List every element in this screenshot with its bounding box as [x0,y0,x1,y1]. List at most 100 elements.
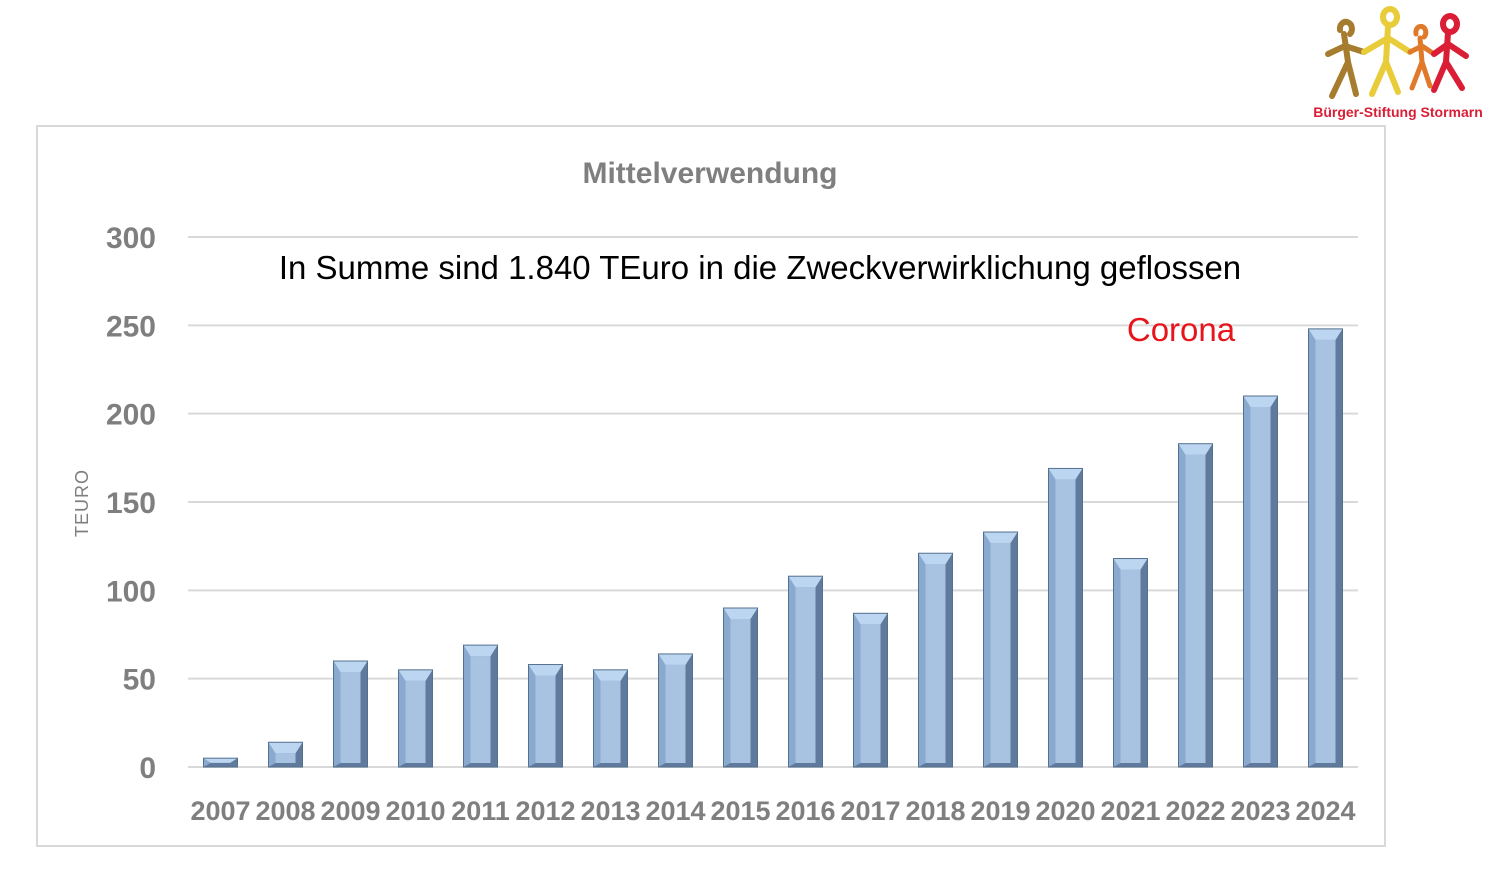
bar-top [723,608,758,619]
x-tick-layer: 2007 2008 2009 2010 2011 2012 2013 2014 2015 2016… [190,796,1355,826]
bar [658,653,693,768]
bar [593,669,628,768]
bar [203,757,238,768]
x-tick-label: 2020 [1035,796,1095,826]
bar-outline [1113,558,1148,768]
bar-outline [398,669,433,768]
bar [398,669,433,768]
chart-frame [36,125,1386,847]
y-axis-label: TEURO [72,469,92,537]
bar [723,607,758,768]
corona-annotation: Corona [1127,311,1236,348]
x-tick-label: 2019 [970,796,1030,826]
bar-outline [528,664,563,768]
bar-top [918,553,953,565]
x-tick-label: 2012 [515,796,575,826]
y-tick-label: 100 [106,575,156,608]
bar [1243,395,1278,768]
bar-face [795,587,816,763]
bar-top [203,758,238,763]
y-tick-label: 250 [106,310,156,343]
bar-top [788,576,823,588]
bar-face [275,753,296,763]
bar-face [925,564,946,763]
bar-top [1308,328,1343,340]
x-tick-label: 2007 [190,796,250,826]
bar-outline [593,669,628,768]
x-tick-label: 2015 [710,796,770,826]
x-tick-label: 2008 [255,796,315,826]
bar-outline [788,575,823,768]
bar-face [340,672,361,763]
x-tick-label: 2009 [320,796,380,826]
x-tick-label: 2016 [775,796,835,826]
y-tick-label: 200 [106,399,156,432]
y-tick-label: 50 [123,664,156,697]
x-tick-label: 2021 [1100,796,1160,826]
grid-layer [188,236,1358,768]
bar [463,644,498,768]
logo: Bürger-Stiftung Stormarn [1298,4,1498,124]
bar-top [1113,558,1148,570]
bar [268,741,303,768]
bar-face [1120,569,1141,763]
x-tick-label: 2023 [1230,796,1290,826]
bar-face [1315,339,1336,763]
y-tick-layer: 0 50 100 150 200 250 300 [106,222,156,785]
bar [918,552,953,768]
bar-top [593,669,628,681]
y-tick-label: 0 [139,752,156,785]
x-tick-label: 2011 [451,796,510,826]
x-tick-label: 2013 [580,796,640,826]
bar-outline [1178,443,1213,768]
bar-top [1048,468,1083,480]
y-tick-label: 150 [106,487,156,520]
logo-figures-icon [1325,6,1469,99]
bar-outline [333,660,368,768]
bar-outline [1243,395,1278,768]
bar [1048,467,1083,768]
bar-outline [658,653,693,768]
x-tick-label: 2022 [1165,796,1225,826]
bar-outline [203,757,238,768]
summary-annotation: In Summe sind 1.840 TEuro in die Zweckve… [279,249,1241,286]
bar-face [600,680,621,763]
bar-face [470,656,491,763]
bar-top [528,664,563,676]
bar-outline [1308,328,1343,768]
bar [1178,443,1213,768]
bar-face [535,675,556,763]
bar-top [333,661,368,672]
bar [528,664,563,768]
bar-outline [918,552,953,768]
bar-face [860,624,881,763]
bar [983,531,1018,768]
bar-top [853,613,888,625]
bar-face [730,619,751,763]
logo-text: Bürger-Stiftung Stormarn [1313,104,1483,120]
bar-face [405,680,426,763]
bar-outline [853,612,888,768]
bar-face [1185,454,1206,763]
bar [1308,328,1343,768]
bar-outline [723,607,758,768]
x-tick-label: 2014 [645,796,705,826]
bar-layer [203,328,1343,768]
bar-top [268,742,303,754]
bar-top [1243,396,1278,407]
x-tick-label: 2017 [840,796,900,826]
bar [333,660,368,768]
bar [788,575,823,768]
x-tick-label: 2018 [905,796,965,826]
chart-title: Mittelverwendung [582,157,837,190]
x-tick-label: 2024 [1295,796,1355,826]
x-tick-label: 2010 [385,796,445,826]
bar [853,612,888,768]
bar-face [990,543,1011,763]
bar-outline [1048,467,1083,768]
bar [1113,558,1148,768]
bar-top [658,653,693,665]
bar-face [665,664,686,763]
bar-outline [268,741,303,768]
